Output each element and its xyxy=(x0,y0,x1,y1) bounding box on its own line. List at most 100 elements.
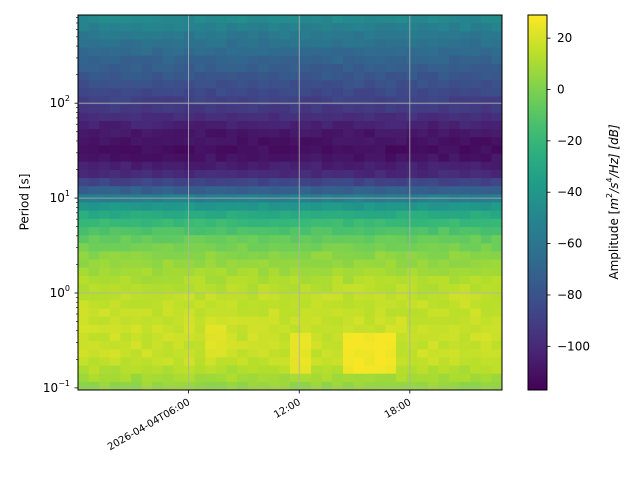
heatmap-cell xyxy=(120,137,132,147)
heatmap-cell xyxy=(99,381,111,390)
heatmap-cell xyxy=(247,129,259,138)
heatmap-cell xyxy=(184,80,196,89)
heatmap-cell xyxy=(215,218,227,228)
heatmap-cell xyxy=(343,235,355,244)
heatmap-cell xyxy=(99,202,111,212)
heatmap-cell xyxy=(237,47,249,57)
heatmap-cell xyxy=(247,275,259,285)
heatmap-cell xyxy=(120,324,132,334)
heatmap-cell xyxy=(427,218,439,228)
heatmap-cell xyxy=(449,80,461,89)
heatmap-cell xyxy=(311,275,323,285)
heatmap-cell xyxy=(237,357,249,367)
heatmap-cell xyxy=(268,349,280,358)
heatmap-cell xyxy=(152,80,164,89)
heatmap-cell xyxy=(215,365,227,375)
heatmap-cell xyxy=(184,373,196,383)
heatmap-cell xyxy=(194,96,206,106)
heatmap-cell xyxy=(438,292,450,301)
heatmap-cell xyxy=(247,194,259,204)
heatmap-cell xyxy=(247,104,259,114)
heatmap-cell xyxy=(237,251,249,261)
heatmap-cell xyxy=(459,47,471,57)
heatmap-cell xyxy=(268,292,280,301)
heatmap-cell xyxy=(427,357,439,367)
heatmap-cell xyxy=(438,259,450,269)
heatmap-cell xyxy=(290,80,302,89)
heatmap-cell xyxy=(406,112,418,122)
heatmap-cell xyxy=(311,235,323,244)
heatmap-cell xyxy=(300,373,312,383)
heatmap-cell xyxy=(78,324,90,334)
heatmap-cell xyxy=(194,341,206,350)
heatmap-cell xyxy=(396,153,408,163)
heatmap-cell xyxy=(78,55,90,65)
heatmap-cell xyxy=(491,251,502,261)
heatmap-cell xyxy=(343,324,355,334)
heatmap-cell xyxy=(162,341,174,350)
heatmap-cell xyxy=(459,120,471,130)
heatmap-cell xyxy=(343,316,355,326)
heatmap-cell xyxy=(396,365,408,375)
heatmap-cell xyxy=(78,47,90,57)
heatmap-cell xyxy=(374,202,386,212)
heatmap-cell xyxy=(162,381,174,390)
heatmap-cell xyxy=(120,251,132,261)
heatmap-cell xyxy=(99,194,111,204)
heatmap-cell xyxy=(258,63,270,73)
heatmap-cell xyxy=(449,63,461,73)
heatmap-cell xyxy=(449,153,461,163)
heatmap-cell xyxy=(279,210,291,220)
heatmap-cell xyxy=(78,365,90,375)
heatmap-cell xyxy=(88,202,100,212)
heatmap-cell xyxy=(173,186,185,195)
heatmap-cell xyxy=(385,300,397,310)
heatmap-cell xyxy=(184,381,196,390)
heatmap-cell xyxy=(491,129,502,138)
heatmap-cell xyxy=(120,120,132,130)
heatmap-cell xyxy=(237,341,249,350)
heatmap-cell xyxy=(194,251,206,261)
heatmap-cell xyxy=(120,235,132,244)
heatmap-cell xyxy=(396,357,408,367)
heatmap-cell xyxy=(417,88,429,98)
heatmap-cell xyxy=(226,112,238,122)
heatmap-cell xyxy=(184,161,196,171)
heatmap-cell xyxy=(449,88,461,98)
heatmap-cell xyxy=(162,308,174,318)
heatmap-cell xyxy=(311,381,323,390)
heatmap-cell xyxy=(300,186,312,195)
heatmap-cell xyxy=(311,120,323,130)
heatmap-cell xyxy=(427,259,439,269)
y-tick-label: 10−1 xyxy=(43,379,70,395)
heatmap-cell xyxy=(268,39,280,49)
heatmap-cell xyxy=(120,31,132,41)
heatmap-cell xyxy=(353,80,365,89)
heatmap-cell xyxy=(109,80,121,89)
heatmap-cell xyxy=(279,112,291,122)
heatmap-cell xyxy=(470,251,482,261)
heatmap-cell xyxy=(353,349,365,358)
heatmap-cell xyxy=(162,332,174,342)
heatmap-cell xyxy=(417,39,429,49)
heatmap-cell xyxy=(385,23,397,32)
heatmap-cell xyxy=(332,292,344,301)
heatmap-cell xyxy=(215,349,227,358)
heatmap-cell xyxy=(99,186,111,195)
heatmap-cell xyxy=(120,47,132,57)
heatmap-cell xyxy=(449,104,461,114)
heatmap-cell xyxy=(438,120,450,130)
heatmap-cell xyxy=(99,243,111,253)
heatmap-cell xyxy=(194,332,206,342)
heatmap-cell xyxy=(173,112,185,122)
heatmap-cell xyxy=(427,55,439,65)
heatmap-cell xyxy=(364,275,376,285)
heatmap-cell xyxy=(311,332,323,342)
heatmap-cell xyxy=(141,284,153,293)
heatmap-cell xyxy=(215,161,227,171)
heatmap-cell xyxy=(173,332,185,342)
heatmap-cell xyxy=(258,194,270,204)
heatmap-cell xyxy=(194,47,206,57)
heatmap-cell xyxy=(162,120,174,130)
heatmap-cell xyxy=(427,324,439,334)
